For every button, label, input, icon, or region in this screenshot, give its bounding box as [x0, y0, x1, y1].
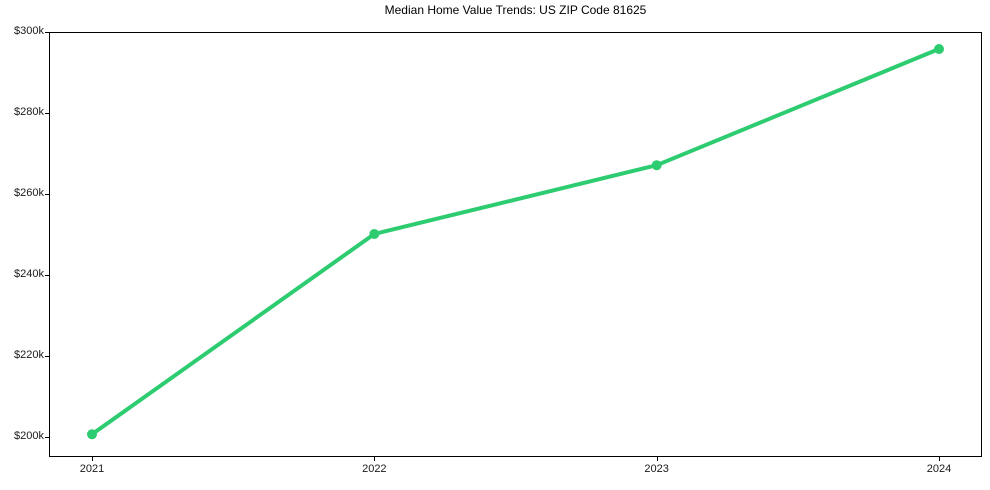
y-tick-label: $220k [14, 348, 44, 361]
x-tick-label: 2023 [644, 463, 669, 475]
x-tick-label: 2021 [79, 463, 105, 475]
y-tick-mark [45, 437, 49, 438]
plot-area [49, 32, 982, 457]
data-point-marker [369, 229, 380, 239]
y-tick-label: $240k [14, 267, 44, 280]
y-tick-mark [45, 275, 49, 276]
trend-line [90, 47, 941, 437]
y-tick-mark [45, 32, 49, 33]
x-tick-label: 2024 [926, 463, 952, 475]
x-tick-mark [657, 457, 658, 461]
data-point-marker [934, 44, 944, 54]
y-tick-label: $200k [14, 429, 44, 442]
x-tick-mark [374, 457, 375, 461]
data-point-marker [651, 160, 662, 171]
chart-title: Median Home Value Trends: US ZIP Code 81… [384, 3, 647, 17]
data-point-marker [87, 429, 97, 440]
y-tick-label: $300k [14, 25, 44, 37]
y-tick-mark [45, 113, 49, 114]
x-tick-mark [939, 457, 940, 461]
x-tick-label: 2022 [362, 463, 387, 475]
y-tick-mark [45, 194, 49, 195]
y-tick-label: $280k [14, 105, 44, 118]
x-tick-mark [92, 457, 93, 461]
line-chart-svg [87, 44, 944, 440]
y-tick-mark [45, 356, 49, 357]
y-tick-label: $260k [14, 186, 44, 199]
